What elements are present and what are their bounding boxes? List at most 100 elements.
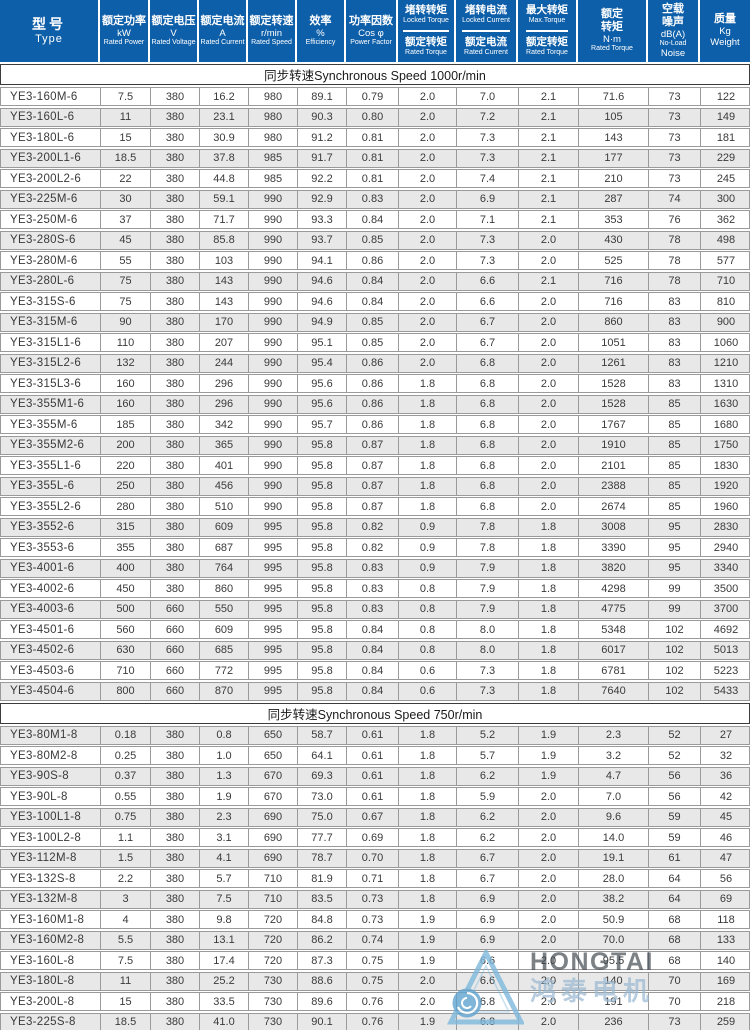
cell-efficiency: 95.6 xyxy=(298,375,347,392)
cell-rated-current: 17.4 xyxy=(200,952,249,969)
cell-max-torque-ratio: 2.0 xyxy=(519,334,579,351)
cell-efficiency: 89.1 xyxy=(298,88,347,105)
cell-type: YE3-355M-6 xyxy=(1,416,101,433)
cell-locked-torque-ratio: 1.9 xyxy=(399,952,457,969)
header-sub-top: 堵转电流 Locked Current xyxy=(462,0,510,32)
cell-type: YE3-3553-6 xyxy=(1,539,101,556)
cell-rated-current: 456 xyxy=(200,477,249,495)
cell-power-factor: 0.87 xyxy=(347,436,399,454)
cell-weight: 1960 xyxy=(713,500,739,513)
table-row: YE3-4501-6 560 660 609 995 95.8 0.84 0.8 8.0 1.8 5… xyxy=(0,620,750,639)
section-title: 同步转速Synchronous Speed 1000r/min xyxy=(0,64,750,85)
cell-rated-voltage: 380 xyxy=(151,1013,200,1030)
cell-type: YE3-180L-8 xyxy=(1,972,101,990)
cell-locked-current-ratio: 7.8 xyxy=(457,539,519,556)
cell-rated-power: 15 xyxy=(101,993,151,1010)
cell-locked-torque-ratio: 1.8 xyxy=(399,870,457,887)
cell-rated-power: 800 xyxy=(101,682,151,700)
cell-locked-torque-ratio: 1.8 xyxy=(399,498,457,515)
cell-type: YE3-280L-6 xyxy=(1,272,101,290)
cell-power-factor: 0.81 xyxy=(347,149,399,167)
cell-weight: 140 xyxy=(716,954,736,967)
cell-type: YE3-160L-8 xyxy=(1,952,101,969)
cell-rated-speed: 650 xyxy=(249,726,298,744)
cell-rated-current: 143 xyxy=(200,272,249,290)
cell-weight: 229 xyxy=(716,152,736,164)
cell-power-factor: 0.84 xyxy=(347,641,399,659)
header-col-rated-power: 额定功率 kW Rated Power xyxy=(100,0,150,62)
cell-efficiency: 95.8 xyxy=(298,477,347,495)
cell-rated-current: 2.3 xyxy=(200,808,249,826)
cell-weight: 300 xyxy=(716,193,736,205)
section-rows: YE3-160M-6 7.5 380 16.2 980 89.1 0.79 2.0 7.0 2.1… xyxy=(0,87,750,701)
cell-rated-power: 55 xyxy=(101,252,151,269)
cell-efficiency: 94.9 xyxy=(298,313,347,331)
cell-max-torque-ratio: 2.1 xyxy=(519,108,579,126)
cell-no-load-noise: 85 xyxy=(649,477,701,495)
cell-type: YE3-315L2-6 xyxy=(1,354,101,372)
cell-locked-current-ratio: 8.0 xyxy=(457,621,519,638)
cell-type: YE3-225S-8 xyxy=(1,1013,101,1030)
header-sub-bot: 额定电流 Rated Current xyxy=(464,36,508,56)
cell-rated-speed: 990 xyxy=(249,375,298,392)
cell-weight: 1630 xyxy=(713,398,739,410)
cell-type: YE3-225M-6 xyxy=(1,190,101,208)
cell-rated-torque: 1910 xyxy=(579,436,649,454)
cell-weight: 36 xyxy=(719,770,733,782)
cell-rated-current: 609 xyxy=(200,518,249,536)
cell-rated-power: 185 xyxy=(101,416,151,433)
cell-rated-current: 30.9 xyxy=(200,129,249,146)
cell-type: YE3-4504-6 xyxy=(1,682,101,700)
cell-locked-torque-ratio: 0.6 xyxy=(399,682,457,700)
cell-rated-torque: 4.7 xyxy=(579,767,649,785)
cell-rated-speed: 990 xyxy=(249,416,298,433)
cell-rated-power: 560 xyxy=(101,621,151,638)
table-row: YE3-100L2-8 1.1 380 3.1 690 77.7 0.69 1.8 6.2 2.0… xyxy=(0,828,750,847)
cell-power-factor: 0.81 xyxy=(347,170,399,187)
cell-rated-speed: 990 xyxy=(249,313,298,331)
cell-no-load-noise: 95 xyxy=(649,559,701,577)
cell-efficiency: 93.3 xyxy=(298,211,347,228)
cell-rated-speed: 690 xyxy=(249,829,298,846)
cell-locked-current-ratio: 7.3 xyxy=(457,129,519,146)
cell-rated-voltage: 660 xyxy=(151,662,200,679)
cell-rated-power: 1.5 xyxy=(101,849,151,867)
cell-no-load-noise: 76 xyxy=(649,211,701,228)
cell-rated-current: 59.1 xyxy=(200,190,249,208)
cell-rated-power: 5.5 xyxy=(101,931,151,949)
cell-rated-voltage: 380 xyxy=(151,931,200,949)
cell-locked-current-ratio: 5.7 xyxy=(457,747,519,764)
cell-weight: 45 xyxy=(719,811,733,823)
table-row: YE3-180L-8 11 380 25.2 730 88.6 0.75 2.0 6.6 2.0 1… xyxy=(0,971,750,991)
cell-efficiency: 73.0 xyxy=(298,788,347,805)
cell-rated-speed: 995 xyxy=(249,518,298,536)
cell-locked-torque-ratio: 2.0 xyxy=(399,293,457,310)
cell-rated-current: 41.0 xyxy=(200,1013,249,1030)
table-row: YE3-280M-6 55 380 103 990 94.1 0.86 2.0 7.3 2.0 52… xyxy=(0,251,750,270)
cell-rated-current: 1.3 xyxy=(200,767,249,785)
cell-rated-torque: 7.0 xyxy=(579,788,649,805)
cell-efficiency: 75.0 xyxy=(298,808,347,826)
cell-type: YE3-315L3-6 xyxy=(1,375,101,392)
cell-max-torque-ratio: 2.0 xyxy=(519,952,579,969)
table-row: YE3-280S-6 45 380 85.8 990 93.7 0.85 2.0 7.3 2.0 4… xyxy=(0,230,750,250)
cell-rated-speed: 990 xyxy=(249,231,298,249)
cell-no-load-noise: 73 xyxy=(649,108,701,126)
table-row: YE3-160L-8 7.5 380 17.4 720 87.3 0.75 1.9 6.6 2.0… xyxy=(0,951,750,970)
cell-locked-current-ratio: 6.8 xyxy=(457,498,519,515)
table-row: YE3-100L1-8 0.75 380 2.3 690 75.0 0.67 1.8 6.2 2.… xyxy=(0,807,750,827)
cell-rated-power: 3 xyxy=(101,890,151,908)
cell-locked-torque-ratio: 1.8 xyxy=(399,890,457,908)
cell-rated-speed: 990 xyxy=(249,457,298,474)
cell-rated-voltage: 380 xyxy=(151,436,200,454)
cell-weight: 122 xyxy=(716,90,736,103)
cell-weight: 27 xyxy=(719,729,733,741)
cell-rated-torque: 105 xyxy=(579,108,649,126)
cell-rated-voltage: 380 xyxy=(151,252,200,269)
cell-locked-current-ratio: 6.7 xyxy=(457,870,519,887)
header-sub-bot: 额定转矩 Rated Torque xyxy=(526,36,568,56)
cell-type: YE3-100L1-8 xyxy=(1,808,101,826)
cell-rated-current: 25.2 xyxy=(200,972,249,990)
cell-rated-power: 7.5 xyxy=(101,88,151,105)
cell-power-factor: 0.85 xyxy=(347,334,399,351)
